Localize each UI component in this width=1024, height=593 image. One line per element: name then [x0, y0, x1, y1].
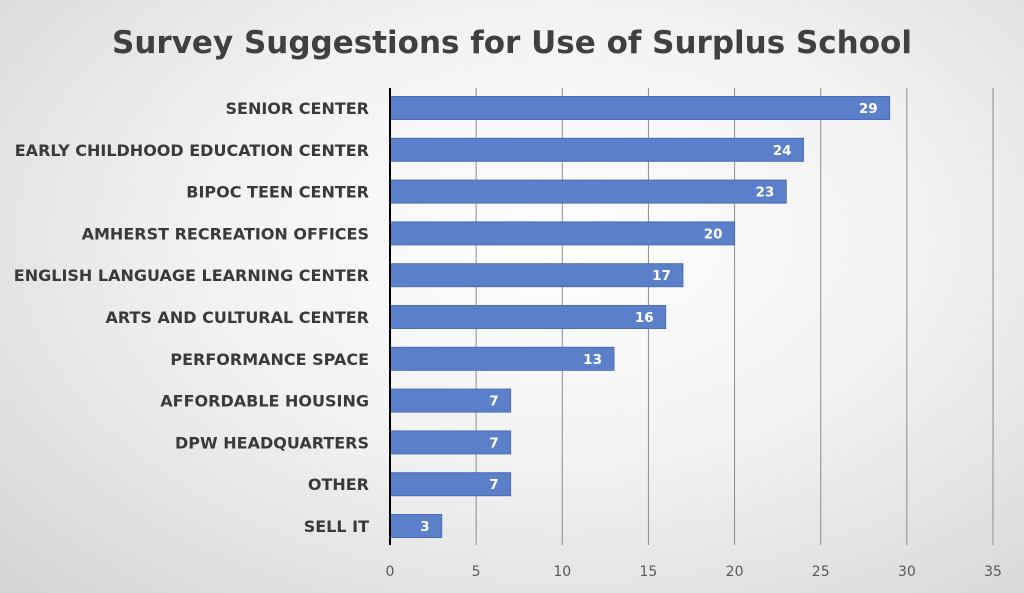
data-label-3: 20: [704, 226, 723, 242]
category-label-3: AMHERST RECREATION OFFICES: [82, 224, 369, 243]
bar-0: [389, 96, 891, 120]
bar-6: [389, 346, 615, 371]
data-label-7: 7: [489, 394, 498, 410]
x-axis-tick-labels: 0 5 10 15 20 25 30 35: [386, 564, 1002, 580]
data-label-6: 13: [583, 352, 602, 368]
category-label-4: ENGLISH LANGUAGE LEARNING CENTER: [14, 266, 369, 285]
bar-10: [389, 514, 443, 538]
category-labels: SENIOR CENTER EARLY CHILDHOOD EDUCATION C…: [14, 99, 369, 536]
category-label-0: SENIOR CENTER: [225, 99, 369, 118]
bars: [389, 96, 891, 538]
data-label-4: 17: [652, 268, 671, 284]
category-label-9: OTHER: [308, 475, 369, 494]
x-tick-label-35: 35: [984, 564, 1002, 580]
data-labels: 29 24 23 20 17 16 13 7 7 7 3: [420, 101, 877, 535]
category-label-5: ARTS AND CULTURAL CENTER: [106, 308, 370, 327]
x-tick-label-5: 5: [472, 564, 481, 580]
category-label-1: EARLY CHILDHOOD EDUCATION CENTER: [15, 141, 369, 160]
x-tick-label-10: 10: [553, 564, 571, 580]
bar-3: [389, 221, 736, 246]
category-label-10: SELL IT: [304, 517, 369, 536]
x-tick-label-20: 20: [726, 564, 744, 580]
bar-1: [389, 137, 804, 162]
data-label-1: 24: [773, 143, 792, 159]
data-label-8: 7: [489, 435, 498, 451]
chart-title: Survey Suggestions for Use of Surplus Sc…: [112, 25, 912, 61]
x-tick-label-25: 25: [812, 564, 830, 580]
category-label-2: BIPOC TEEN CENTER: [186, 183, 369, 202]
data-label-0: 29: [859, 101, 878, 117]
bar-2: [389, 179, 787, 204]
x-tick-label-15: 15: [640, 564, 658, 580]
data-label-5: 16: [635, 310, 654, 326]
bar-5: [389, 305, 667, 329]
data-label-10: 3: [420, 519, 429, 535]
bar-4: [389, 263, 684, 288]
category-label-6: PERFORMANCE SPACE: [170, 350, 369, 369]
category-label-7: AFFORDABLE HOUSING: [160, 392, 369, 411]
x-tick-label-0: 0: [386, 564, 395, 580]
data-label-2: 23: [755, 185, 774, 201]
data-label-9: 7: [489, 477, 498, 493]
category-label-8: DPW HEADQUARTERS: [175, 433, 369, 452]
x-tick-label-30: 30: [898, 564, 916, 580]
